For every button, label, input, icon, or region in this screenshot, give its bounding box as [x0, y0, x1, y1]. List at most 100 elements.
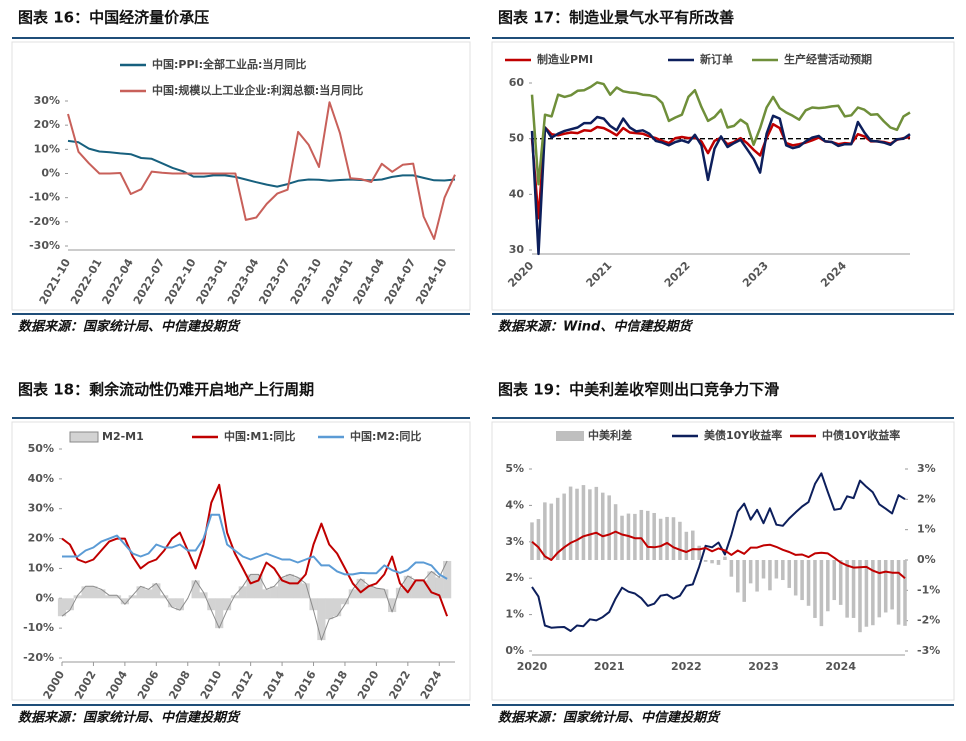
x-tick-label: 2004	[104, 668, 131, 701]
area	[215, 598, 224, 629]
area	[411, 580, 420, 599]
legend-label: M2-M1	[102, 430, 144, 443]
y-tick-label: -10%	[29, 191, 60, 204]
area	[277, 577, 287, 599]
y2-tick-label: 1%	[917, 523, 936, 536]
area	[246, 574, 255, 599]
area	[395, 587, 405, 599]
legend-swatch	[556, 431, 584, 441]
area	[333, 598, 342, 617]
area	[301, 583, 310, 599]
y-tick-label: 2%	[505, 571, 524, 584]
legend-label: 新订单	[700, 52, 733, 66]
y-tick-label: -20%	[23, 651, 54, 664]
chart-title: 图表 18：剩余流动性仍难开启地产上行周期	[18, 381, 314, 399]
area	[254, 574, 263, 599]
series-line	[67, 139, 456, 188]
bar	[851, 560, 856, 618]
legend-label: 生产经营活动预期	[784, 52, 872, 66]
x-tick-label: 2022	[662, 259, 693, 290]
area	[65, 598, 74, 611]
bar	[588, 489, 592, 560]
bar	[903, 560, 907, 626]
source-note: 数据来源：国家统计局、中信建投期货	[18, 319, 241, 335]
bar	[832, 560, 837, 601]
legend-label: 中国:M2:同比	[350, 429, 421, 443]
y-tick-label: 3%	[505, 535, 524, 548]
bar	[620, 515, 624, 560]
area	[105, 595, 114, 599]
x-tick-label: 2024	[825, 660, 856, 673]
area	[443, 560, 452, 599]
chart-title: 图表 17：制造业景气水平有所改善	[498, 9, 734, 27]
bar	[896, 560, 901, 625]
bar	[678, 521, 682, 560]
y-tick-label: 60	[509, 76, 525, 89]
area	[81, 586, 90, 599]
x-tick-label: 2006	[135, 668, 162, 701]
area	[238, 586, 247, 599]
x-tick-label: 2022	[671, 660, 702, 673]
y-tick-label: 10%	[28, 561, 54, 574]
x-tick-label: 2021	[594, 660, 625, 673]
area	[57, 598, 67, 617]
bar	[652, 512, 656, 560]
bar	[793, 560, 798, 596]
y-tick-label: 1%	[505, 608, 524, 621]
bar	[530, 522, 534, 560]
x-tick-label: 2012	[229, 669, 256, 702]
area	[293, 577, 302, 599]
area	[160, 595, 169, 599]
bar	[748, 560, 753, 584]
area	[152, 583, 161, 599]
bar	[665, 516, 669, 560]
area	[388, 598, 397, 613]
area	[199, 592, 208, 599]
x-tick-label: 2024	[818, 259, 849, 290]
y-tick-label: 40	[509, 187, 525, 200]
y-tick-label: 0%	[35, 591, 54, 604]
y-tick-label: 10%	[34, 142, 60, 155]
y-tick-label: 5%	[505, 462, 524, 475]
bar	[575, 488, 579, 560]
area	[317, 598, 326, 641]
bar	[864, 560, 869, 627]
x-tick-label: 2000	[41, 668, 68, 701]
bar	[787, 560, 792, 588]
bar	[781, 560, 785, 581]
source-note: 数据来源：国家统计局、中信建投期货	[498, 710, 721, 726]
frame	[491, 41, 955, 311]
y2-tick-label: 3%	[917, 462, 936, 475]
bar	[723, 556, 727, 560]
area	[112, 595, 122, 599]
bar	[562, 493, 566, 560]
x-tick-label: 2014	[261, 668, 288, 701]
bar	[826, 560, 830, 612]
legend-swatch	[69, 431, 99, 443]
area	[144, 589, 153, 599]
series-line	[531, 530, 906, 579]
bar	[890, 560, 894, 610]
x-tick-label: 2016	[292, 668, 319, 701]
y-tick-label: 30	[509, 243, 525, 256]
y-tick-label: 50	[509, 132, 525, 145]
area	[403, 575, 412, 599]
frame	[11, 41, 471, 311]
x-tick-label: 2024-10	[413, 256, 450, 307]
x-tick-label: 2020	[355, 668, 382, 701]
bar	[536, 519, 541, 560]
bar	[883, 560, 888, 613]
y2-tick-label: 2%	[917, 492, 936, 505]
area	[427, 571, 436, 599]
bar	[639, 509, 644, 560]
area	[325, 598, 334, 620]
x-tick-label: 2020	[517, 660, 548, 673]
bar	[819, 560, 824, 627]
bar	[806, 560, 811, 606]
legend-label: 美债10Y收益率	[704, 428, 782, 442]
x-tick-label: 2010	[198, 668, 225, 701]
source-note: 数据来源：Wind、中信建投期货	[498, 319, 693, 335]
area	[270, 586, 279, 599]
bar	[800, 560, 804, 601]
